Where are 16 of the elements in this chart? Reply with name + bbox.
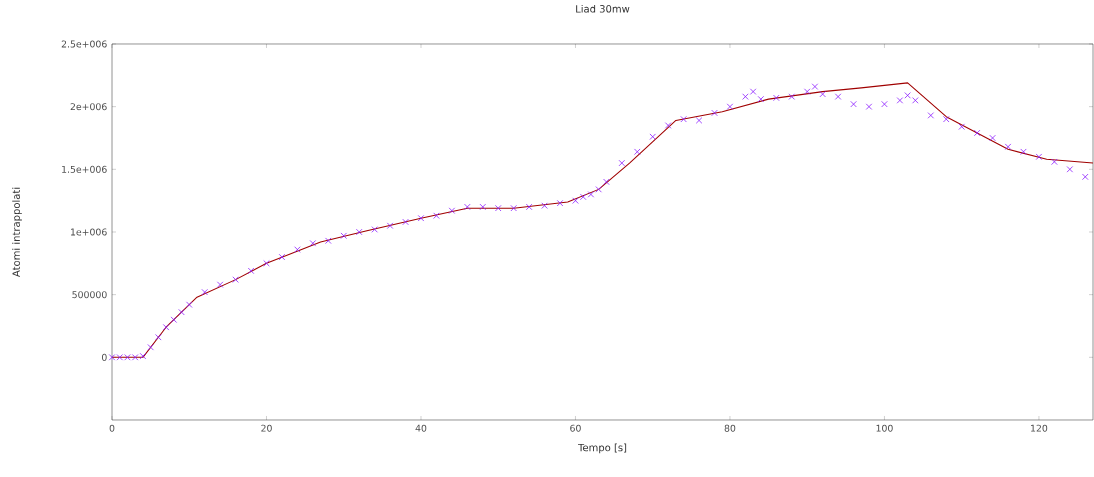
y-tick-label: 500000 xyxy=(72,291,107,299)
y-tick-label: 1.5e+006 xyxy=(62,165,107,173)
y-tick-label: 2.5e+006 xyxy=(61,40,107,48)
x-tick-label: 120 xyxy=(1031,424,1048,432)
x-tick-label: 20 xyxy=(261,424,272,432)
y-tick-label: 2e+006 xyxy=(70,103,107,111)
x-tick-label: 40 xyxy=(415,424,427,432)
x-tick-label: 60 xyxy=(570,424,581,432)
chart-title: Liad 30mw xyxy=(576,4,630,13)
x-tick-label: 80 xyxy=(724,424,736,432)
y-tick-label: 1e+006 xyxy=(71,228,107,236)
y-axis-title: Atomi intrappolati xyxy=(12,187,22,277)
x-tick-label: 0 xyxy=(109,424,115,432)
x-tick-label: 100 xyxy=(876,424,893,432)
y-tick-label: 0 xyxy=(101,353,107,361)
x-axis-title: Tempo [s] xyxy=(578,443,627,454)
